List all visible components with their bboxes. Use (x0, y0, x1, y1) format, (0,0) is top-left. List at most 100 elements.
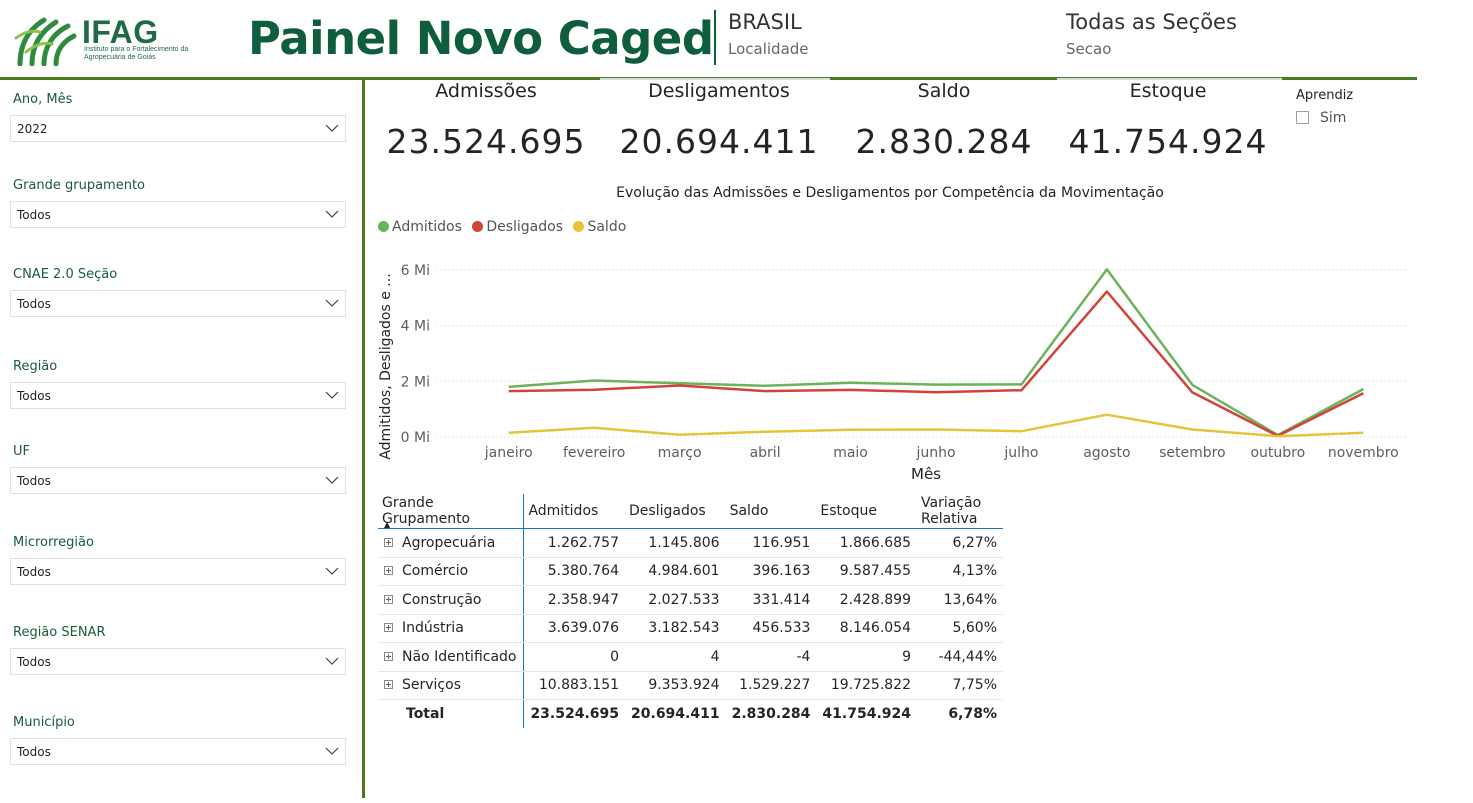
table-cell: 13,64% (917, 585, 1003, 615)
row-label: Construção (402, 591, 482, 608)
column-header-desligados[interactable]: Desligados (625, 494, 726, 529)
kpi-estoque: Estoque 41.754.924 (1058, 80, 1278, 161)
table-cell: 1.145.806 (625, 528, 726, 558)
table-cell: 1.529.227 (725, 671, 817, 700)
grande-grupamento-dropdown[interactable]: Todos (10, 201, 346, 228)
dropdown-value: Todos (17, 297, 51, 311)
kpi-title: Admissões (435, 80, 537, 102)
municipio-dropdown[interactable]: Todos (10, 738, 346, 765)
dropdown-value: Todos (17, 745, 51, 759)
expand-icon[interactable] (384, 651, 393, 661)
table-cell: 2.428.899 (816, 585, 917, 615)
column-header-estoque[interactable]: Estoque (816, 494, 917, 529)
regiao-dropdown[interactable]: Todos (10, 382, 346, 409)
legend-item-saldo[interactable]: Saldo (573, 219, 626, 235)
kpi-value: 23.524.695 (386, 122, 586, 161)
line-chart: 0 Mi 2 Mi 4 Mi 6 Mi janeiro fevereiro março abr… (378, 263, 1406, 483)
aprendiz-slicer: Aprendiz Sim (1296, 88, 1353, 126)
table-cell: 3.639.076 (523, 614, 626, 643)
filter-label: Região (13, 359, 58, 374)
total-label: Total (378, 699, 525, 728)
localidade-value: BRASIL (728, 10, 802, 34)
row-label-cell: Agropecuária (378, 528, 525, 558)
table-cell: 4 (625, 642, 726, 672)
header: IFAG Instituto para o Fortalecimento da … (0, 0, 1473, 80)
filter-municipio: Município Todos (10, 715, 346, 765)
table-cell: 8.146.054 (816, 614, 917, 643)
row-label-cell: Comércio (378, 557, 525, 586)
column-header-admitidos[interactable]: Admitidos (524, 494, 625, 529)
logo-subtitle: Instituto para o Fortalecimento da Agrop… (84, 46, 189, 61)
column-header-variacao-relativa[interactable]: Variação Relativa (917, 494, 1003, 529)
dropdown-value: Todos (17, 208, 51, 222)
chart-legend: Admitidos Desligados Saldo (378, 219, 632, 235)
x-tick-label: setembro (1159, 445, 1226, 461)
series-line-admitidos (508, 268, 1364, 437)
filter-ano-mes: Ano, Mês 2022 (10, 92, 346, 142)
expand-icon[interactable] (384, 623, 393, 633)
column-header-saldo[interactable]: Saldo (726, 494, 817, 529)
kpi-desligamentos: Desligamentos 20.694.411 (609, 80, 829, 161)
x-tick-label: março (658, 445, 702, 461)
total-cell: 23.524.695 (530, 705, 620, 722)
expand-icon[interactable] (384, 566, 393, 576)
regiao-senar-dropdown[interactable]: Todos (10, 648, 346, 675)
kpi-value: 2.830.284 (855, 122, 1033, 161)
column-header-label: Saldo (729, 503, 769, 519)
secao-label: Secao (1066, 40, 1112, 58)
table-cell: -44,44% (917, 642, 1003, 672)
y-tick-label: 2 Mi (401, 374, 430, 390)
filter-grande-grupamento: Grande grupamento Todos (10, 178, 346, 228)
table-row: Comércio 5.380.764 4.984.601 396.163 9.5… (378, 557, 1003, 586)
legend-dot (378, 221, 389, 232)
dropdown-value: Todos (17, 389, 51, 403)
legend-item-admitidos[interactable]: Admitidos (378, 219, 462, 235)
series-line-desligados (508, 290, 1364, 438)
table-cell: 2.358.947 (523, 585, 626, 615)
row-label: Serviços (402, 677, 461, 694)
kpi-value: 20.694.411 (619, 122, 819, 161)
expand-icon[interactable] (384, 594, 393, 604)
table-cell: 0 (523, 642, 626, 672)
cnae-secao-dropdown[interactable]: Todos (10, 290, 346, 317)
column-header-grande-grupamento[interactable]: Grande Grupamento ▲ (378, 494, 525, 529)
table-cell: 6,27% (917, 528, 1003, 558)
table-cell: 2.027.533 (625, 585, 726, 615)
page-title: Painel Novo Caged (248, 12, 714, 65)
x-tick-label: outubro (1250, 445, 1305, 461)
total-cell: 41.754.924 (822, 705, 911, 722)
dropdown-value: 2022 (17, 122, 48, 136)
legend-label: Admitidos (392, 219, 462, 235)
aprendiz-checkbox[interactable] (1296, 111, 1309, 124)
legend-item-desligados[interactable]: Desligados (472, 219, 563, 235)
expand-icon[interactable] (384, 537, 393, 547)
chart-title: Evolução das Admissões e Desligamentos p… (616, 185, 1164, 201)
kpi-admissoes: Admissões 23.524.695 (376, 80, 596, 161)
chevron-down-icon (325, 567, 339, 575)
chevron-down-icon (325, 476, 339, 484)
table-cell: -4 (725, 642, 817, 672)
expand-icon[interactable] (384, 680, 393, 690)
filter-uf: UF Todos (10, 444, 346, 494)
ano-mes-dropdown[interactable]: 2022 (10, 115, 346, 142)
logo-text: IFAG (82, 14, 159, 50)
table-cell: 9 (816, 642, 917, 672)
column-header-label: Grande Grupamento (382, 495, 471, 527)
microrregiao-dropdown[interactable]: Todos (10, 558, 346, 585)
row-label-cell: Não Identificado (378, 642, 525, 672)
sort-ascending-icon: ▲ (384, 520, 391, 529)
chevron-down-icon (325, 657, 339, 665)
table-cell: 4,13% (917, 557, 1003, 586)
row-label: Comércio (402, 563, 469, 580)
y-tick-label: 6 Mi (401, 263, 430, 279)
table-cell: 9.587.455 (816, 557, 917, 586)
uf-dropdown[interactable]: Todos (10, 467, 346, 494)
x-tick-label: abril (750, 445, 781, 461)
row-label: Indústria (402, 620, 464, 637)
aprendiz-option-sim[interactable]: Sim (1296, 110, 1376, 128)
column-header-label: Desligados (629, 503, 706, 519)
row-label: Não Identificado (402, 648, 517, 665)
filter-sidebar: Ano, Mês 2022 Grande grupamento Todos CN… (0, 80, 360, 800)
grupamento-table: Grande Grupamento ▲ Admitidos Desligados … (378, 494, 1003, 728)
x-tick-label: agosto (1083, 445, 1130, 461)
